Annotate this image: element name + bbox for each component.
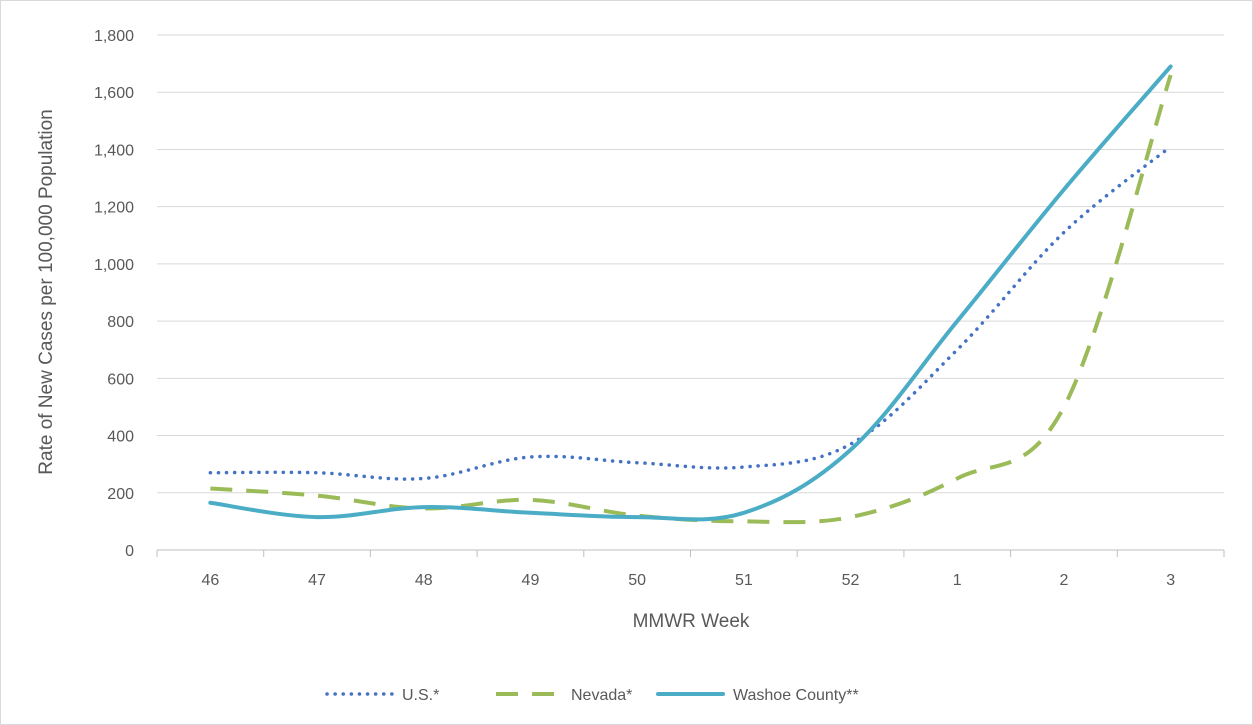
x-tick-label: 3 <box>1166 572 1175 589</box>
x-tick-label: 51 <box>735 572 753 589</box>
x-tick-label: 46 <box>201 572 219 589</box>
y-tick-label: 0 <box>125 543 134 560</box>
y-tick-label: 1,200 <box>94 200 134 217</box>
x-tick-label: 2 <box>1059 572 1068 589</box>
y-tick-label: 1,600 <box>94 85 134 102</box>
legend: U.S.* Nevada* Washoe County** <box>325 687 859 704</box>
x-axis-label: MMWR Week <box>633 611 750 632</box>
x-tick-label: 47 <box>308 572 326 589</box>
x-tick-label: 52 <box>842 572 860 589</box>
x-tick-labels: 46 47 48 49 50 51 52 1 2 3 <box>201 572 1175 589</box>
y-tick-label: 600 <box>107 371 134 388</box>
x-tick-label: 49 <box>522 572 540 589</box>
y-tick-label: 200 <box>107 486 134 503</box>
y-tick-labels: 0 200 400 600 800 1,000 1,200 1,400 1,600 1,800 <box>94 28 134 560</box>
series-lines <box>208 64 1173 525</box>
y-tick-label: 1,800 <box>94 28 134 45</box>
series-line-u-s <box>208 144 1173 481</box>
series-line-nevada <box>210 74 1173 525</box>
series-line-washoe-county <box>208 64 1173 522</box>
y-tick-label: 800 <box>107 314 134 331</box>
legend-label-washoe-county: Washoe County** <box>733 687 859 704</box>
gridlines <box>156 34 1225 557</box>
x-tick-label: 1 <box>953 572 962 589</box>
x-tick-label: 48 <box>415 572 433 589</box>
y-axis-label: Rate of New Cases per 100,000 Population <box>36 109 57 474</box>
y-tick-label: 1,400 <box>94 142 134 159</box>
x-tick-label: 50 <box>628 572 646 589</box>
legend-label-u-s: U.S.* <box>402 687 439 704</box>
y-tick-label: 400 <box>107 429 134 446</box>
legend-label-nevada: Nevada* <box>571 687 632 704</box>
y-tick-label: 1,000 <box>94 257 134 274</box>
